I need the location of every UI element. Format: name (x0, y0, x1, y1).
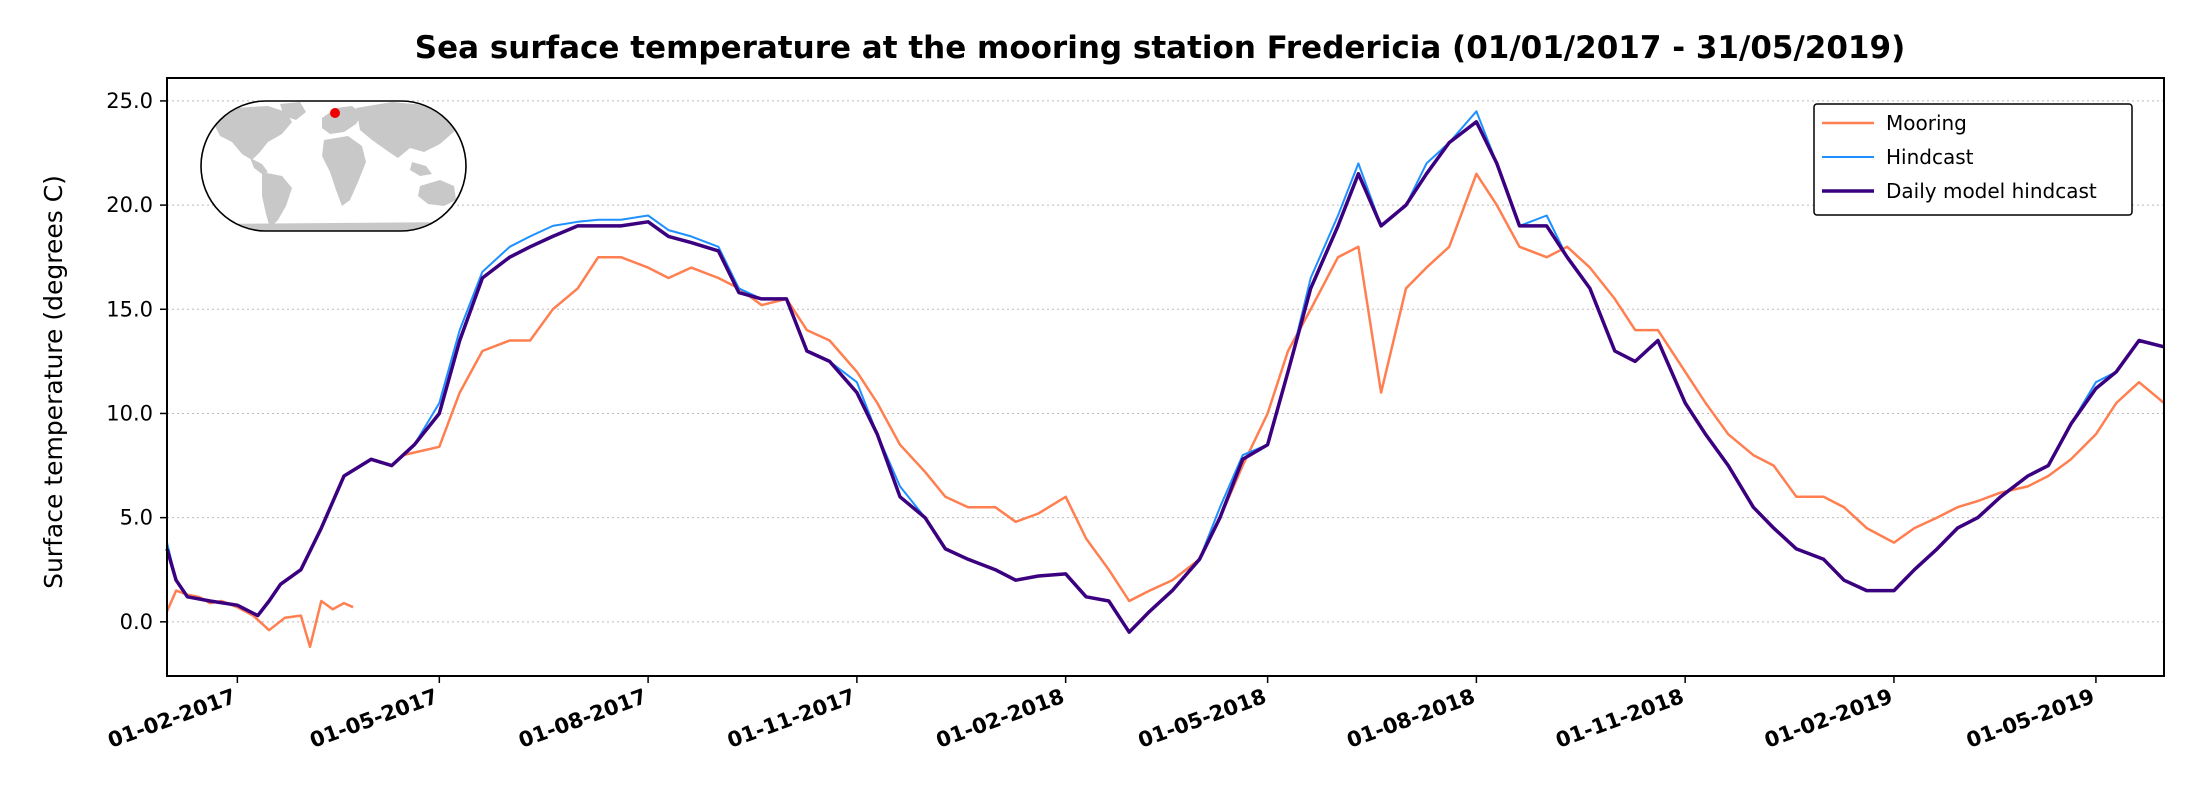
y-axis-label: Surface temperature (degrees C) (39, 175, 68, 589)
series-line-mooring (165, 589, 354, 649)
x-tick-label: 01-11-2017 (724, 684, 858, 752)
y-tick-label: 20.0 (106, 193, 153, 217)
legend-label-hindcast: Hindcast (1886, 145, 1974, 169)
x-tick-label: 01-02-2018 (933, 684, 1067, 752)
map-border (200, 100, 467, 232)
x-tick-label: 01-05-2017 (307, 684, 441, 752)
y-tick-label: 15.0 (106, 297, 153, 321)
y-axis: 0.0 5.0 10.0 15.0 20.0 25.0 (106, 89, 167, 634)
x-tick-label: 01-08-2017 (515, 684, 649, 752)
x-tick-label: 01-08-2018 (1344, 684, 1478, 752)
y-tick-label: 5.0 (120, 506, 153, 530)
chart-title: Sea surface temperature at the mooring s… (415, 30, 1905, 66)
x-tick-label: 01-05-2018 (1135, 684, 1269, 752)
legend: Mooring Hindcast Daily model hindcast (1813, 103, 2133, 216)
series-line-mooring (402, 172, 2165, 603)
legend-box (1813, 103, 2133, 216)
x-tick-label: 01-05-2019 (1963, 684, 2097, 752)
world-map-inset (200, 100, 467, 232)
y-tick-label: 10.0 (106, 401, 153, 425)
map-landmass (201, 102, 466, 231)
y-tick-label: 25.0 (106, 89, 153, 113)
x-axis: 01-02-2017 01-05-2017 01-08-2017 01-11-2017… (105, 676, 2098, 753)
legend-label-daily-model-hindcast: Daily model hindcast (1886, 179, 2097, 203)
x-tick-label: 01-11-2018 (1552, 684, 1686, 752)
series-line-daily-model-hindcast (165, 120, 2165, 634)
y-tick-label: 0.0 (120, 610, 153, 634)
plot-frame (166, 77, 2165, 677)
station-marker (330, 108, 340, 118)
legend-label-mooring: Mooring (1886, 111, 1967, 135)
x-tick-label: 01-02-2017 (105, 684, 239, 752)
series-layer (165, 110, 2165, 649)
x-tick-label: 01-02-2019 (1761, 684, 1895, 752)
